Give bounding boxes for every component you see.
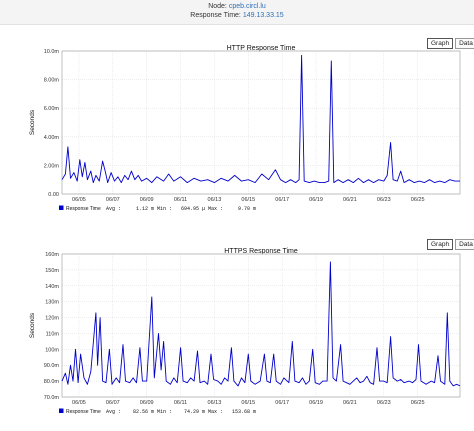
- http-x-tick-label: 06/05: [72, 197, 86, 203]
- https-x-tick-label: 06/05: [72, 400, 86, 406]
- http-x-tick-label: 06/19: [309, 197, 323, 203]
- https-x-tick-label: 06/23: [377, 400, 391, 406]
- response-time-value[interactable]: 149.13.33.15: [242, 12, 284, 19]
- http-tab-data[interactable]: Data: [455, 38, 474, 49]
- https-y-tick-label: 70.0m: [44, 395, 60, 401]
- http-x-tick-label: 06/11: [174, 197, 187, 203]
- http-tab-graph[interactable]: Graph: [427, 38, 454, 49]
- https-legend-swatch: [59, 408, 64, 413]
- response-time-line: Response Time: 149.13.33.15: [0, 12, 474, 19]
- https-response-chart: HTTPS Response Time 70.0m 80.0m 90.0m 100m 11…: [29, 248, 461, 415]
- https-y-tick-label: 80.0m: [44, 379, 60, 385]
- http-legend-swatch: [59, 205, 64, 210]
- http-x-tick-label: 06/15: [241, 197, 255, 203]
- https-y-axis-label: Seconds: [29, 312, 36, 338]
- https-y-tick-label: 150m: [45, 268, 59, 274]
- http-y-tick-label: 6.00m: [44, 106, 60, 112]
- http-y-tick-label: 4.00m: [44, 135, 60, 141]
- https-tab-data[interactable]: Data: [455, 239, 474, 250]
- https-y-tick-label: 100m: [45, 347, 59, 353]
- http-y-tick-label: 8.00m: [44, 78, 60, 84]
- http-plot-frame: [61, 50, 461, 195]
- http-series-line: [61, 54, 460, 184]
- http-x-tick-label: 06/25: [411, 197, 425, 203]
- https-y-tick-label: 90.0m: [44, 363, 60, 369]
- https-legend-label: Response Time: [66, 409, 101, 415]
- http-x-tick-label: 06/07: [106, 197, 120, 203]
- response-time-label: Response Time:: [190, 12, 241, 19]
- https-x-tick-label: 06/09: [140, 400, 154, 406]
- https-legend-stats: Avg : 82.56 m Min : 74.29 m Max : 153.68…: [106, 409, 256, 415]
- https-y-tick-label: 160m: [45, 252, 59, 258]
- http-x-tick-label: 06/13: [208, 197, 222, 203]
- http-legend-label: Response Time: [66, 206, 101, 212]
- https-y-tick-label: 140m: [45, 284, 59, 290]
- https-view-tabs: Graph Data: [427, 239, 474, 250]
- https-x-tick-label: 06/17: [275, 400, 289, 406]
- https-y-tick-label: 120m: [45, 316, 59, 322]
- https-y-tick-label: 110m: [46, 331, 60, 337]
- http-x-tick-label: 06/17: [275, 197, 289, 203]
- https-tab-graph[interactable]: Graph: [427, 239, 454, 250]
- http-y-tick-label: 2.00m: [44, 163, 60, 169]
- https-x-tick-label: 06/19: [309, 400, 323, 406]
- https-x-tick-label: 06/13: [208, 400, 222, 406]
- https-x-tick-label: 06/07: [106, 400, 120, 406]
- http-y-tick-label: 10.0m: [44, 49, 60, 55]
- http-response-chart: HTTP Response Time 0.00 2.00m 4.00m 6.00m 8.0…: [29, 45, 461, 212]
- node-label: Node:: [208, 3, 227, 10]
- http-x-tick-label: 06/09: [140, 197, 154, 203]
- node-line: Node: cpeb.circl.lu: [0, 3, 474, 10]
- https-x-tick-label: 06/15: [241, 400, 255, 406]
- header-bar: Node: cpeb.circl.lu Response Time: 149.1…: [0, 0, 474, 25]
- http-legend-stats: Avg : 1.12 m Min : 694.95 µ Max : 9.70 m: [106, 206, 256, 212]
- https-y-tick-label: 130m: [45, 300, 59, 306]
- https-title: HTTPS Response Time: [224, 248, 298, 255]
- http-title: HTTP Response Time: [227, 45, 296, 52]
- http-x-tick-label: 06/21: [343, 197, 357, 203]
- http-view-tabs: Graph Data: [427, 38, 474, 49]
- https-x-tick-label: 06/21: [343, 400, 357, 406]
- node-value[interactable]: cpeb.circl.lu: [228, 3, 266, 10]
- http-x-tick-label: 06/23: [377, 197, 391, 203]
- https-series-line: [61, 261, 461, 387]
- https-x-tick-label: 06/25: [411, 400, 425, 406]
- https-plot-frame: [61, 253, 461, 398]
- http-y-tick-label: 0.00: [48, 192, 59, 198]
- http-y-axis-label: Seconds: [29, 109, 36, 135]
- https-x-tick-label: 06/11: [174, 400, 187, 406]
